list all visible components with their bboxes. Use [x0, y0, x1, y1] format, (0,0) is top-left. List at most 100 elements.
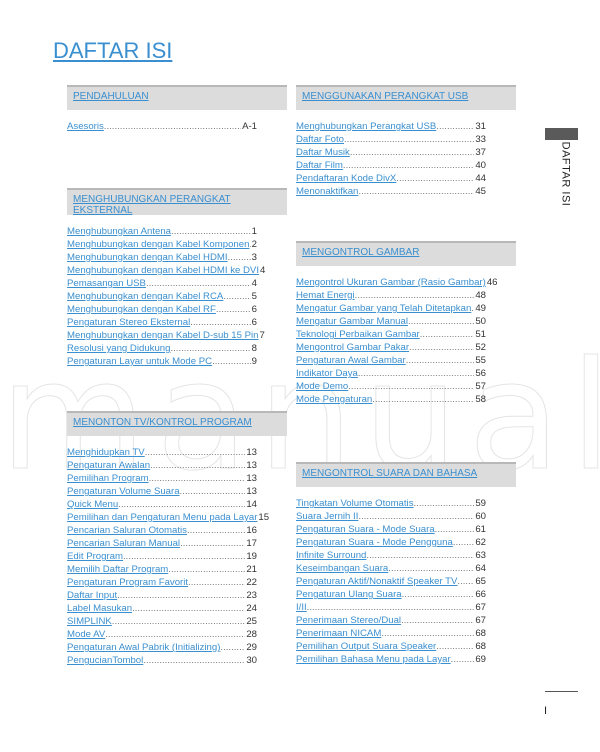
toc-entry-label[interactable]: SIMPLINK: [67, 616, 112, 627]
toc-entry[interactable]: Penerimaan Stereo/Dual..................…: [296, 614, 486, 627]
toc-entry-label[interactable]: Hemat Energi: [296, 290, 355, 301]
toc-entry-label[interactable]: Indikator Daya: [296, 368, 358, 379]
toc-entry-label[interactable]: I/II: [296, 602, 307, 613]
toc-entry-label[interactable]: Menghubungkan dengan Kabel D-sub 15 Pin: [67, 330, 259, 341]
toc-entry-label[interactable]: Menonaktifkan: [296, 186, 359, 197]
toc-entry[interactable]: Suara Jernih II.........................…: [296, 510, 486, 523]
section-title[interactable]: MENGGUNAKAN PERANGKAT USB: [302, 91, 469, 102]
toc-entry[interactable]: Teknologi Perbaikan Gambar..............…: [296, 328, 486, 341]
toc-entry[interactable]: Mengatur Gambar Manual..................…: [296, 315, 486, 328]
toc-entry[interactable]: Pemilihan dan Pengaturan Menu pada Layar…: [67, 511, 269, 524]
toc-entry[interactable]: Menghidupkan TV.........................…: [67, 446, 257, 459]
toc-entry-label[interactable]: Suara Jernih II: [296, 511, 359, 522]
toc-entry[interactable]: Pemilihan Program.......................…: [67, 472, 257, 485]
toc-entry-label[interactable]: Daftar Foto: [296, 134, 344, 145]
toc-entry[interactable]: Quick Menu..............................…: [67, 498, 257, 511]
toc-entry[interactable]: Mengatur Gambar yang Telah Ditetapkan...…: [296, 302, 486, 315]
page-title[interactable]: DAFTAR ISI: [53, 38, 173, 63]
toc-entry-label[interactable]: Teknologi Perbaikan Gambar: [296, 329, 420, 340]
toc-entry[interactable]: Pencarian Saluran Manual................…: [67, 537, 257, 550]
toc-entry[interactable]: Menonaktifkan...........................…: [296, 185, 486, 198]
toc-entry[interactable]: Menghubungkan Antena....................…: [67, 225, 257, 238]
toc-entry[interactable]: Pemilihan Output Suara Speaker..........…: [296, 640, 486, 653]
toc-entry[interactable]: Pengaturan Awalan.......................…: [67, 459, 257, 472]
toc-entry[interactable]: Pengaturan Program Favorit..............…: [67, 576, 257, 589]
toc-entry[interactable]: Hemat Energi............................…: [296, 289, 486, 302]
section-title[interactable]: MENGHUBUNGKAN PERANGKAT EKSTERNAL: [73, 194, 231, 216]
toc-entry-label[interactable]: Resolusi yang Didukung: [67, 343, 171, 354]
toc-entry-label[interactable]: Mengontrol Ukuran Gambar (Rasio Gambar): [296, 277, 486, 288]
toc-entry[interactable]: Daftar Film.............................…: [296, 159, 486, 172]
toc-entry[interactable]: Pengaturan Awal Pabrik (Initializing)...…: [67, 641, 257, 654]
toc-entry-label[interactable]: Menghubungkan dengan Kabel RF: [67, 304, 216, 315]
section-header[interactable]: MENGHUBUNGKAN PERANGKAT EKSTERNAL: [67, 188, 287, 216]
toc-entry-label[interactable]: Pencarian Saluran Manual: [67, 538, 181, 549]
toc-entry[interactable]: Mode Demo...............................…: [296, 380, 486, 393]
toc-entry-label[interactable]: Pemilihan Bahasa Menu pada Layar: [296, 654, 451, 665]
toc-entry[interactable]: Mengontrol Ukuran Gambar (Rasio Gambar).…: [296, 276, 498, 289]
toc-entry-label[interactable]: Pemasangan USB: [67, 278, 146, 289]
toc-entry-label[interactable]: Pencarian Saluran Otomatis: [67, 525, 187, 536]
toc-entry[interactable]: Pengaturan Awal Gambar..................…: [296, 354, 486, 367]
section-header[interactable]: MENGGUNAKAN PERANGKAT USB: [296, 85, 516, 110]
toc-entry-label[interactable]: Pengaturan Volume Suara: [67, 486, 180, 497]
toc-entry-label[interactable]: Label Masukan: [67, 603, 133, 614]
toc-entry-label[interactable]: Edit Program: [67, 551, 123, 562]
toc-entry[interactable]: Indikator Daya..........................…: [296, 367, 486, 380]
toc-entry-label[interactable]: Pengaturan Awal Pabrik (Initializing): [67, 642, 221, 653]
toc-entry[interactable]: PengucianTombol.........................…: [67, 654, 257, 667]
toc-entry[interactable]: Pengaturan Suara - Mode Suara...........…: [296, 523, 486, 536]
toc-entry[interactable]: Label Masukan...........................…: [67, 602, 257, 615]
toc-entry-label[interactable]: Pengaturan Layar untuk Mode PC: [67, 356, 213, 367]
toc-entry-label[interactable]: Pengaturan Stereo Eksternal: [67, 317, 191, 328]
toc-entry-label[interactable]: Daftar Film: [296, 160, 343, 171]
toc-entry-label[interactable]: Daftar Input: [67, 590, 118, 601]
toc-entry[interactable]: Menghubungkan dengan Kabel RCA..........…: [67, 290, 257, 303]
toc-entry[interactable]: Asesoris................................…: [67, 120, 257, 133]
toc-entry-label[interactable]: Menghubungkan Perangkat USB: [296, 121, 437, 132]
toc-entry-label[interactable]: Menghidupkan TV: [67, 447, 145, 458]
toc-entry-label[interactable]: Memilih Daftar Program: [67, 564, 169, 575]
section-title[interactable]: MENGONTROL SUARA DAN BAHASA: [302, 468, 478, 479]
toc-entry[interactable]: Pengaturan Volume Suara.................…: [67, 485, 257, 498]
toc-entry[interactable]: Menghubungkan dengan Kabel HDMI ke DVI..…: [67, 264, 265, 277]
toc-entry[interactable]: Menghubungkan dengan Kabel D-sub 15 Pin.…: [67, 329, 265, 342]
toc-entry[interactable]: Menghubungkan dengan Kabel Komponen.....…: [67, 238, 257, 251]
toc-entry[interactable]: Pengaturan Aktif/Nonaktif Speaker TV....…: [296, 575, 486, 588]
toc-entry[interactable]: SIMPLINK................................…: [67, 615, 257, 628]
section-header[interactable]: PENDAHULUAN: [67, 85, 287, 110]
toc-entry[interactable]: Menghubungkan dengan Kabel HDMI.........…: [67, 251, 257, 264]
toc-entry[interactable]: Infinite Surround.......................…: [296, 549, 486, 562]
toc-entry-label[interactable]: Mengatur Gambar yang Telah Ditetapkan: [296, 303, 472, 314]
toc-entry-label[interactable]: Keseimbangan Suara: [296, 563, 389, 574]
toc-entry[interactable]: Mode AV.................................…: [67, 628, 257, 641]
toc-entry-label[interactable]: Daftar Musik: [296, 147, 350, 158]
toc-entry-label[interactable]: Menghubungkan Antena: [67, 226, 172, 237]
toc-entry-label[interactable]: Asesoris: [67, 121, 104, 132]
toc-entry[interactable]: Pemasangan USB..........................…: [67, 277, 257, 290]
toc-entry-label[interactable]: Pengaturan Awalan: [67, 460, 151, 471]
toc-entry[interactable]: Menghubungkan dengan Kabel RF...........…: [67, 303, 257, 316]
toc-entry[interactable]: Tingkatan Volume Otomatis...............…: [296, 497, 486, 510]
toc-entry[interactable]: Memilih Daftar Program..................…: [67, 563, 257, 576]
toc-entry-label[interactable]: Pemilihan Program: [67, 473, 149, 484]
toc-entry-label[interactable]: Pengaturan Ulang Suara: [296, 589, 402, 600]
toc-entry-label[interactable]: Mode Demo: [296, 381, 349, 392]
toc-entry-label[interactable]: Pengaturan Suara - Mode Suara: [296, 524, 435, 535]
toc-entry-label[interactable]: Menghubungkan dengan Kabel HDMI ke DVI: [67, 265, 259, 276]
toc-entry-label[interactable]: Menghubungkan dengan Kabel HDMI: [67, 252, 228, 263]
toc-entry-label[interactable]: Pengaturan Aktif/Nonaktif Speaker TV: [296, 576, 458, 587]
section-title[interactable]: PENDAHULUAN: [73, 91, 149, 102]
toc-entry[interactable]: Keseimbangan Suara......................…: [296, 562, 486, 575]
toc-entry-label[interactable]: Pengaturan Suara - Mode Pengguna: [296, 537, 453, 548]
toc-entry-label[interactable]: Menghubungkan dengan Kabel RCA: [67, 291, 224, 302]
section-header[interactable]: MENGONTROL SUARA DAN BAHASA: [296, 462, 516, 487]
toc-entry[interactable]: Daftar Foto.............................…: [296, 133, 486, 146]
toc-entry[interactable]: Pendaftaran Kode DivX...................…: [296, 172, 486, 185]
toc-entry[interactable]: Daftar Input............................…: [67, 589, 257, 602]
toc-entry-label[interactable]: Pengaturan Program Favorit: [67, 577, 189, 588]
toc-entry[interactable]: Edit Program............................…: [67, 550, 257, 563]
toc-entry-label[interactable]: PengucianTombol: [67, 655, 144, 666]
toc-entry[interactable]: I/II....................................…: [296, 601, 486, 614]
toc-entry-label[interactable]: Mode AV: [67, 629, 106, 640]
